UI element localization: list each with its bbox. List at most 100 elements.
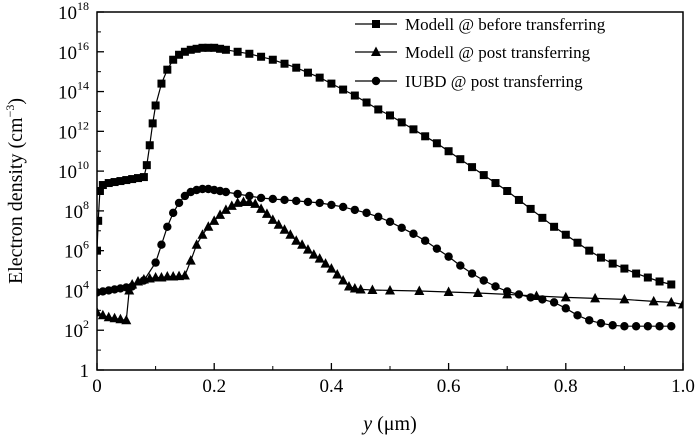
data-point	[204, 43, 213, 52]
x-tick-label: 1.0	[671, 376, 695, 397]
series-circle	[97, 184, 676, 331]
data-point	[420, 236, 430, 245]
data-point	[209, 215, 220, 225]
legend-marker	[371, 46, 381, 56]
data-point	[216, 44, 225, 53]
data-point	[308, 249, 319, 259]
data-point	[215, 209, 226, 219]
data-point	[151, 258, 160, 267]
data-point	[338, 202, 348, 212]
data-point	[109, 312, 120, 323]
data-point	[362, 98, 371, 107]
data-point	[374, 212, 383, 222]
data-point	[550, 222, 559, 231]
data-point	[491, 282, 500, 291]
data-point	[491, 179, 500, 188]
y-axis-label-sup: −3	[3, 105, 17, 118]
data-point	[590, 292, 601, 303]
data-point	[273, 219, 284, 229]
data-point	[303, 68, 312, 77]
data-point	[655, 277, 664, 286]
data-point	[151, 101, 160, 110]
data-point	[332, 269, 343, 279]
data-point	[233, 47, 242, 56]
x-tick-label: 0.8	[554, 376, 578, 397]
series-line	[97, 47, 672, 286]
data-point	[561, 304, 570, 313]
data-point	[655, 322, 664, 331]
data-point	[350, 91, 359, 100]
data-point	[185, 255, 196, 265]
data-point	[678, 298, 683, 309]
data-point	[186, 45, 195, 54]
axis-titles: y (μm) Electron density (cm−3)	[3, 98, 417, 435]
data-point	[163, 222, 172, 231]
data-point	[104, 179, 113, 188]
data-point	[343, 280, 354, 291]
series-layer	[97, 43, 683, 331]
data-point	[169, 55, 178, 64]
y-axis-label-main: Electron density (cm	[5, 117, 27, 284]
y-tick-label: 1012	[58, 118, 89, 143]
data-point	[245, 191, 254, 201]
data-point	[250, 198, 261, 208]
data-point	[279, 224, 290, 234]
data-point	[226, 200, 237, 210]
x-tick-label: 0	[92, 376, 102, 397]
data-point	[573, 238, 582, 247]
data-point	[139, 173, 148, 182]
data-point	[560, 291, 571, 302]
y-axis-label-close: )	[5, 98, 27, 105]
data-point	[414, 285, 425, 296]
data-point	[221, 45, 230, 54]
plot-frame	[96, 11, 684, 371]
data-point	[315, 73, 324, 82]
data-point	[596, 253, 605, 262]
y-tick-label: 1014	[58, 79, 89, 104]
y-axis-title: Electron density (cm−3)	[3, 98, 27, 284]
y-tick-label: 108	[64, 198, 89, 223]
data-point	[326, 263, 337, 273]
data-point	[168, 208, 178, 218]
legend-label: Modell @ before transferring	[405, 15, 606, 34]
data-point	[643, 322, 653, 331]
data-point	[297, 239, 308, 249]
x-tick-label: 0.4	[320, 376, 344, 397]
y-tick-label: 106	[64, 238, 89, 263]
data-point	[197, 229, 208, 239]
data-point	[315, 198, 324, 208]
data-point	[203, 221, 214, 231]
data-point	[148, 119, 157, 128]
data-point	[256, 203, 267, 213]
data-point	[432, 244, 442, 253]
data-point	[561, 230, 570, 239]
data-point	[115, 313, 126, 324]
data-point	[157, 79, 166, 88]
data-point	[192, 44, 201, 53]
data-point	[409, 125, 418, 134]
data-point	[362, 208, 371, 218]
data-point	[180, 47, 189, 56]
data-point	[122, 176, 131, 185]
data-point	[261, 208, 272, 218]
data-point	[514, 195, 523, 204]
data-point	[643, 273, 652, 282]
data-point	[98, 181, 107, 190]
ticks-layer: 0 0.2 0.4 0.6 0.8 1.0 1 102 104 106 108 1010 1012 101…	[58, 0, 695, 397]
data-point	[467, 269, 477, 278]
data-point	[116, 177, 125, 186]
legend: Modell @ before transferring Modell @ pos…	[355, 15, 606, 91]
data-point	[409, 229, 418, 238]
data-point	[163, 65, 172, 74]
legend-label: IUBD @ post transferring	[405, 72, 583, 91]
series-triangle	[97, 196, 683, 325]
data-point	[385, 284, 395, 295]
data-point	[503, 187, 512, 195]
data-point	[631, 322, 641, 331]
data-point	[666, 296, 677, 307]
data-point	[320, 258, 331, 268]
y-tick-label: 1016	[58, 39, 89, 64]
data-point	[233, 189, 242, 199]
data-point	[608, 259, 617, 268]
data-point	[175, 50, 184, 59]
